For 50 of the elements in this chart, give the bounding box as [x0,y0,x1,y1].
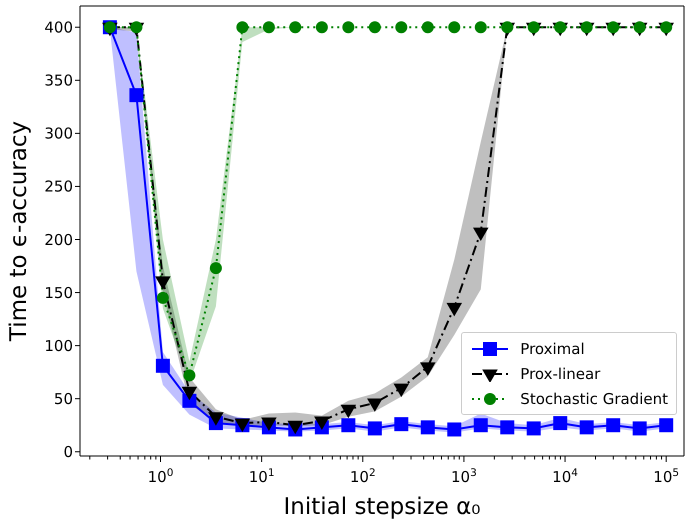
legend-label: Prox-linear [520,364,600,382]
point [474,21,487,34]
point [606,418,620,432]
point [500,420,514,434]
x-tick-label: 10$^{5}$ [653,467,680,486]
point [526,421,541,436]
x-tick-label: 10$^{2}$ [350,467,376,486]
point [394,417,408,432]
point [420,420,435,434]
point [156,292,169,304]
point [342,21,354,34]
point [580,420,594,434]
y-axis-title: Time to ϵ-accuracy [6,120,32,342]
y-tick-label: 100 [44,336,73,355]
point [183,369,196,382]
point [659,418,674,432]
point [422,21,434,34]
point [474,418,488,432]
point [632,421,647,436]
x-tick-label: 10$^{1}$ [248,467,275,486]
y-tick-label: 150 [44,284,73,302]
point [210,262,222,274]
point [316,21,328,34]
point [368,421,382,436]
point [156,358,170,373]
y-tick-label: 50 [54,390,73,408]
x-tick-label: 10$^{0}$ [148,467,174,486]
x-tick-label: 10$^{3}$ [451,467,477,486]
point [341,418,356,432]
point [554,21,566,34]
point [289,21,302,34]
x-axis-title: Initial stepsize α₀ [284,494,480,520]
point [448,21,460,34]
x-tick-label: 10$^{4}$ [552,467,578,486]
y-tick-label: 350 [44,72,73,90]
point [395,21,408,34]
point [447,422,462,436]
y-tick-label: 400 [44,18,73,37]
point [368,21,381,34]
y-tick-label: 250 [44,178,73,196]
point [262,21,275,34]
point [129,88,144,102]
point [501,21,514,34]
legend-label: Stochastic Gradient [520,390,668,408]
y-tick-label: 0 [63,443,73,462]
point [528,21,540,34]
y-tick-label: 300 [44,124,73,143]
legend-label: Proximal [520,340,585,358]
y-tick-label: 200 [44,230,73,249]
point [236,21,248,34]
